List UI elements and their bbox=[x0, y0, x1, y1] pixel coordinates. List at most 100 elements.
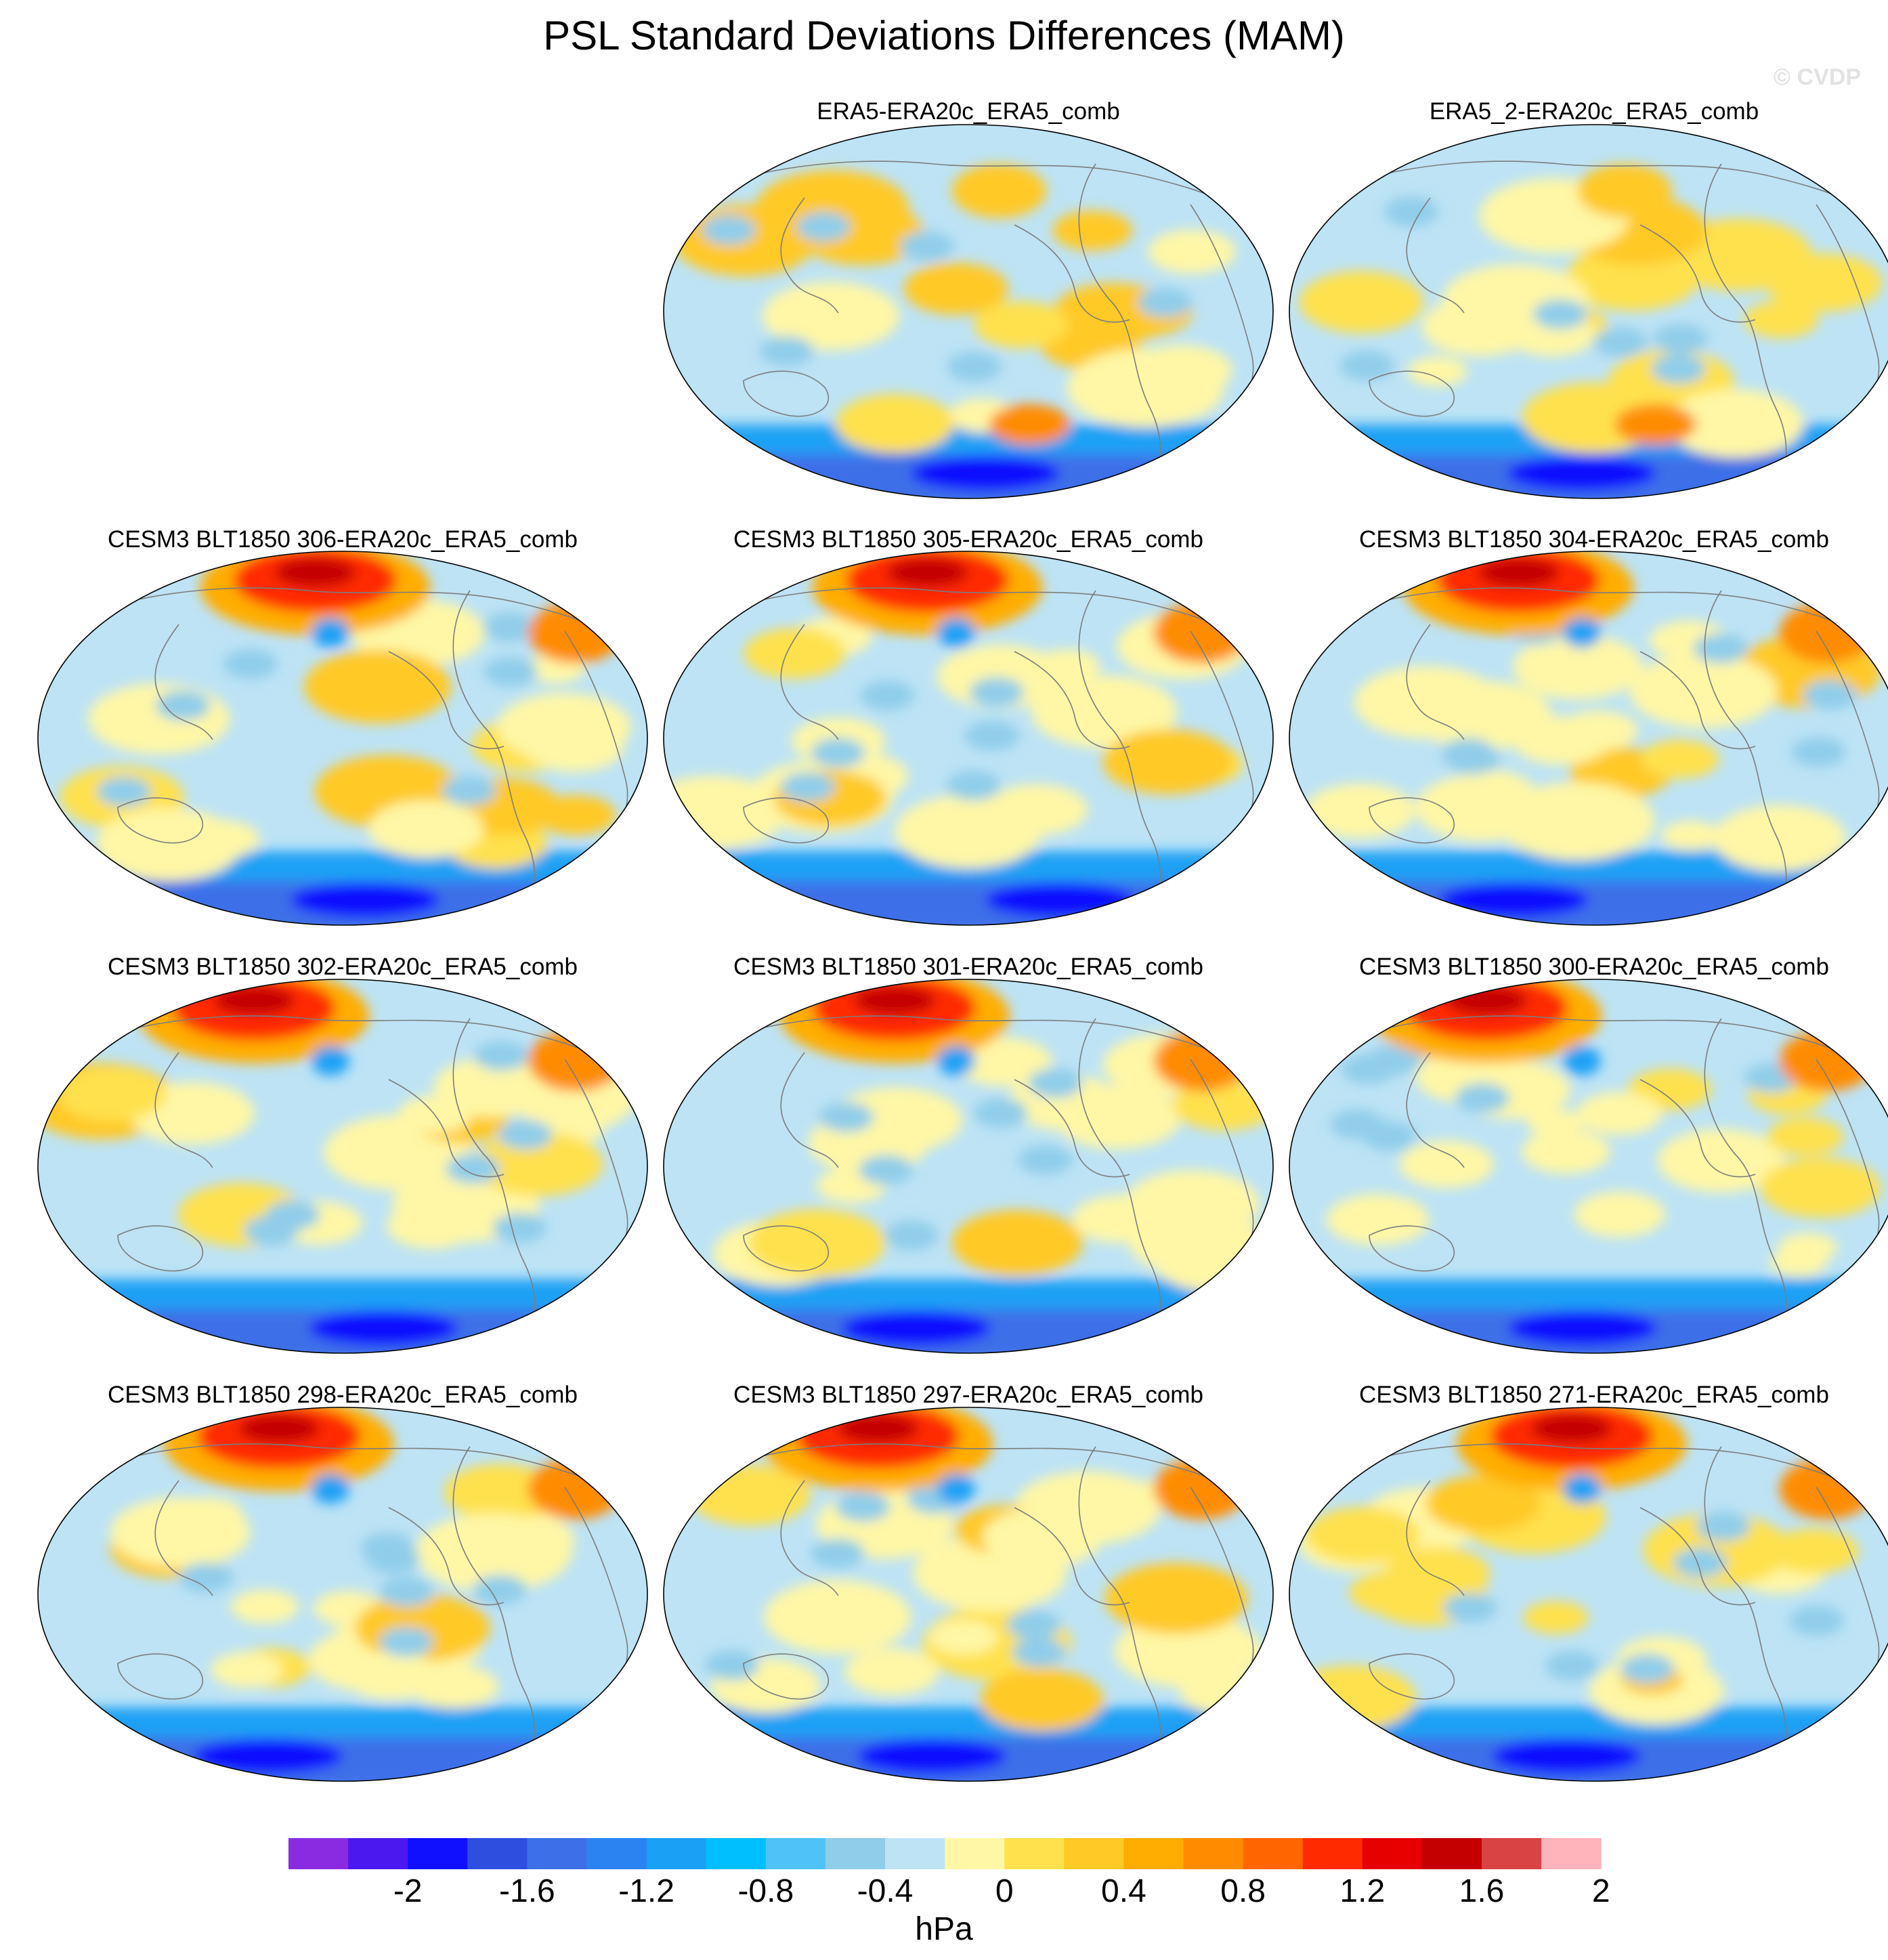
coastline bbox=[154, 624, 213, 740]
panel-title: CESM3 BLT1850 304-ERA20c_ERA5_comb bbox=[1359, 526, 1829, 553]
anomaly-max bbox=[837, 1413, 919, 1444]
anomaly-blob bbox=[1339, 351, 1394, 381]
map-border bbox=[663, 979, 1274, 1354]
anomaly-blob bbox=[1104, 1562, 1248, 1634]
anomaly-blob bbox=[1657, 1128, 1784, 1193]
robinson-map bbox=[663, 1407, 1274, 1782]
coastline bbox=[1014, 1507, 1130, 1606]
colorbar-swatch bbox=[467, 1838, 528, 1869]
anomaly-blob bbox=[1532, 299, 1587, 329]
southern-band bbox=[857, 1739, 1007, 1774]
anomaly-blob bbox=[980, 1669, 1104, 1731]
coastline bbox=[1639, 224, 1756, 323]
anomaly-blob bbox=[937, 1474, 975, 1504]
anomaly-max bbox=[238, 1413, 320, 1444]
robinson-map bbox=[37, 979, 648, 1354]
colorbar-tick-label: 2 bbox=[1592, 1873, 1610, 1909]
anomaly-blob bbox=[835, 393, 954, 453]
anomaly-blob bbox=[110, 1497, 251, 1568]
anomaly-blob bbox=[303, 649, 452, 723]
anomaly-blob bbox=[311, 1046, 349, 1076]
anomaly-blob bbox=[97, 776, 152, 807]
anomaly-blob bbox=[1071, 1195, 1167, 1243]
anomaly-blob bbox=[1614, 404, 1696, 445]
panel-title: ERA5_2-ERA20c_ERA5_comb bbox=[1429, 98, 1759, 125]
anomaly-blob bbox=[763, 1580, 911, 1654]
anomaly-blob bbox=[929, 1620, 997, 1655]
map-border bbox=[1289, 1407, 1888, 1782]
anomaly-blob bbox=[1415, 773, 1550, 842]
anomaly-blob bbox=[951, 1210, 1084, 1276]
coastline bbox=[388, 1079, 505, 1178]
anomaly-blob bbox=[796, 211, 851, 242]
coastline bbox=[1078, 1446, 1161, 1776]
panel-title: CESM3 BLT1850 306-ERA20c_ERA5_comb bbox=[108, 526, 578, 553]
colorbar-swatch bbox=[348, 1838, 408, 1869]
coastline bbox=[780, 1052, 839, 1168]
anomaly-blob bbox=[1407, 356, 1467, 387]
anomaly-blob bbox=[900, 231, 955, 261]
colorbar-tick-label: -2 bbox=[393, 1873, 423, 1909]
robinson-map bbox=[1289, 551, 1888, 926]
colorbar-swatch bbox=[1183, 1838, 1244, 1869]
anomaly-blob bbox=[937, 1046, 975, 1076]
anomaly-blob bbox=[1052, 210, 1133, 251]
colorbar-tick-label: 0 bbox=[995, 1873, 1014, 1909]
anomaly-max bbox=[886, 557, 968, 588]
anomaly-blob bbox=[1767, 1117, 1844, 1156]
anomaly-max bbox=[1531, 1413, 1613, 1444]
colorbar-swatch bbox=[1064, 1838, 1124, 1869]
colorbar-swatch bbox=[825, 1838, 886, 1869]
anomaly-blob bbox=[973, 1098, 1028, 1128]
anomaly-blob bbox=[947, 351, 1002, 382]
coastline bbox=[1078, 590, 1161, 920]
coastline bbox=[1704, 1018, 1787, 1348]
robinson-map bbox=[1289, 979, 1888, 1354]
colorbar-unit-label: hPa bbox=[915, 1911, 973, 1947]
coastline bbox=[452, 1018, 536, 1348]
robinson-map bbox=[663, 124, 1274, 499]
panel-title: CESM3 BLT1850 305-ERA20c_ERA5_comb bbox=[733, 526, 1203, 553]
anomaly-blob bbox=[244, 1216, 299, 1246]
coastline bbox=[1369, 370, 1455, 417]
colorbar-swatch bbox=[1541, 1838, 1602, 1869]
anomaly-blob bbox=[1803, 680, 1858, 710]
colorbar-swatch bbox=[646, 1838, 707, 1869]
coastline bbox=[1639, 1079, 1756, 1178]
anomaly-blob bbox=[446, 1153, 500, 1184]
anomaly-blob bbox=[379, 1577, 434, 1607]
southern-band bbox=[194, 1739, 343, 1774]
southern-band bbox=[309, 1311, 458, 1346]
coastline bbox=[780, 624, 839, 740]
anomaly-blob bbox=[536, 794, 616, 836]
anomaly-blob bbox=[95, 808, 242, 881]
anomaly-blob bbox=[179, 1562, 234, 1593]
southern-band bbox=[842, 1311, 991, 1346]
robinson-map bbox=[1289, 1407, 1888, 1782]
colorbar-tick-label: 1.6 bbox=[1459, 1873, 1505, 1909]
anomaly-blob bbox=[1442, 1593, 1497, 1623]
anomaly-blob bbox=[951, 164, 1047, 219]
panel-title: CESM3 BLT1850 298-ERA20c_ERA5_comb bbox=[108, 1382, 578, 1408]
anomaly-blob bbox=[1562, 1046, 1601, 1076]
anomaly-blob bbox=[1147, 229, 1237, 274]
anomaly-max bbox=[1153, 602, 1249, 664]
anomaly-blob bbox=[473, 1040, 528, 1071]
anomaly-blob bbox=[1513, 634, 1643, 700]
coastline bbox=[780, 1480, 839, 1596]
anomaly-blob bbox=[230, 1590, 299, 1624]
southern-band bbox=[290, 882, 439, 918]
anomaly-blob bbox=[985, 784, 1088, 836]
robinson-map bbox=[37, 1407, 648, 1782]
anomaly-blob bbox=[1330, 1109, 1385, 1139]
anomaly-blob bbox=[1620, 1653, 1675, 1684]
anomaly-blob bbox=[414, 1513, 572, 1592]
anomaly-blob bbox=[1576, 1092, 1662, 1135]
anomaly-blob bbox=[1306, 1506, 1420, 1564]
anomaly-blob bbox=[1384, 1547, 1490, 1600]
anomaly-blob bbox=[859, 1155, 914, 1185]
anomaly-blob bbox=[1791, 737, 1846, 767]
southern-band bbox=[664, 881, 1273, 925]
anomaly-blob bbox=[433, 1057, 553, 1117]
coastline bbox=[1406, 1052, 1465, 1168]
